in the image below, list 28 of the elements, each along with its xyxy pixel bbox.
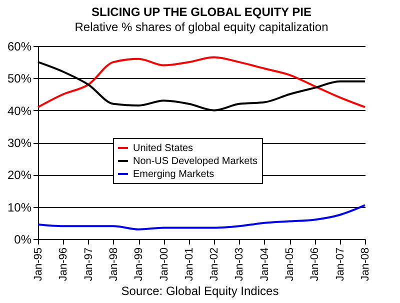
x-tick-label: Jan-04 [258,248,271,282]
x-tick-label: Jan-03 [234,248,246,282]
y-tick-label: 60% [7,40,32,54]
legend-label: United States [133,143,194,154]
source-note: Source: Global Equity Indices [120,284,280,298]
y-tick-label: 40% [7,104,32,118]
legend-label: Non-US Developed Markets [133,156,258,167]
x-tick-label: Jan-06 [309,248,322,282]
x-tick-label: Jan-96 [58,248,70,282]
chart-subtitle: Relative % shares of global equity capitalization [74,20,328,34]
y-tick-label: 0% [14,232,32,246]
y-tick-label: 10% [7,200,32,214]
y-tick-label: 50% [7,72,32,86]
x-tick-label: Jan-99 [133,248,146,282]
x-tick-label: Jan-98 [108,248,120,282]
x-tick-label: Jan-07 [334,248,346,282]
x-tick-label: Jan-95 [32,248,44,282]
line-series [37,204,366,230]
chart-title: SLICING UP THE GLOBAL EQUITY PIE [91,5,312,19]
x-tick-label: Jan-97 [82,248,95,282]
x-tick-label: Jan-08 [360,248,372,282]
legend-label: Emerging Markets [133,169,214,180]
x-tick-label: Jan-05 [284,248,296,282]
y-tick-label: 30% [7,136,32,150]
x-tick-label: Jan-02 [208,248,221,282]
y-tick-label: 20% [7,168,32,182]
x-tick-label: Jan-00 [158,248,170,282]
x-tick-label: Jan-01 [183,248,196,282]
